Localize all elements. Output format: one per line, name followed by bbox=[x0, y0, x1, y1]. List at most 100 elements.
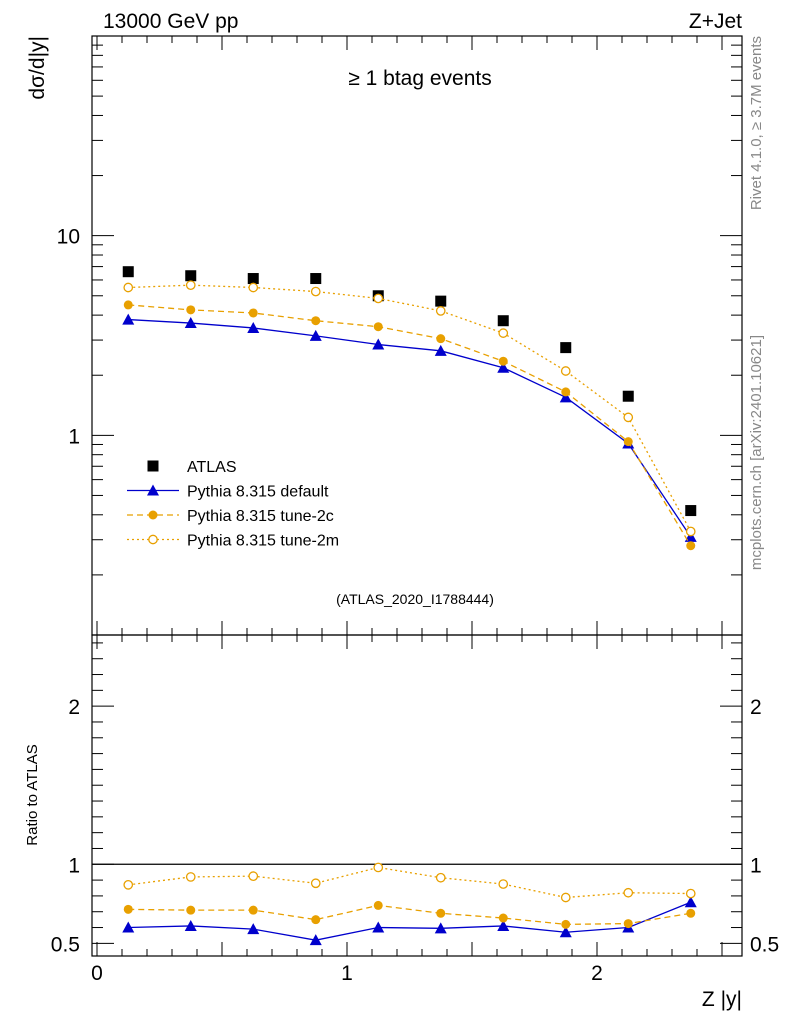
ratio-point bbox=[311, 915, 321, 925]
y-tick-label: 1 bbox=[68, 425, 80, 448]
ratio-series-line bbox=[128, 866, 691, 899]
ratio-point bbox=[122, 921, 135, 933]
ratio-series-line bbox=[128, 901, 691, 941]
data-point bbox=[560, 342, 572, 354]
x-tick-label: 1 bbox=[341, 962, 353, 985]
legend-marker bbox=[148, 534, 158, 545]
ratio-point bbox=[184, 919, 197, 931]
ratio-point bbox=[498, 879, 509, 889]
ratio-point bbox=[309, 934, 322, 946]
x-tick-label: 2 bbox=[591, 962, 603, 985]
ratio-point bbox=[247, 923, 260, 935]
mc-point bbox=[560, 366, 571, 376]
ratio-point bbox=[185, 872, 196, 882]
axis-ticks: 0 1 2 1 10 0.5 0.5 1 1 2 2 bbox=[51, 36, 779, 985]
ratio-point bbox=[310, 878, 321, 889]
mc-point bbox=[123, 282, 134, 293]
y-tick-label: 10 bbox=[57, 226, 80, 249]
mc-point bbox=[185, 280, 196, 291]
mc-point bbox=[435, 306, 446, 316]
mc-point bbox=[623, 412, 634, 423]
ratio-tick-label: 0.5 bbox=[51, 933, 80, 956]
mc-point bbox=[186, 305, 196, 315]
mc-point bbox=[434, 344, 447, 356]
ratio-point bbox=[623, 887, 634, 898]
ratio-point bbox=[684, 896, 697, 908]
mc-point bbox=[372, 338, 385, 350]
legend-marker bbox=[147, 460, 159, 472]
header-left-label: 13000 GeV pp bbox=[103, 10, 238, 33]
chart-marks bbox=[92, 266, 742, 946]
mc-point bbox=[684, 530, 697, 542]
mc-point bbox=[623, 437, 633, 447]
series-line bbox=[128, 318, 692, 538]
ratio-point bbox=[186, 905, 196, 915]
mc-point bbox=[248, 282, 259, 293]
mc-point bbox=[498, 328, 509, 338]
ratio-point bbox=[123, 904, 133, 914]
mc-point bbox=[497, 361, 510, 373]
ratio-point bbox=[248, 871, 259, 881]
ratio-point bbox=[436, 908, 446, 918]
mc-point bbox=[184, 317, 197, 329]
ratio-point bbox=[373, 862, 384, 873]
ratio-tick-label: 2 bbox=[68, 696, 80, 719]
data-point bbox=[622, 390, 634, 402]
ratio-series-line bbox=[128, 904, 691, 926]
legend-label: Pythia 8.315 default bbox=[187, 484, 329, 501]
mc-point bbox=[247, 321, 260, 333]
ratio-point bbox=[498, 913, 508, 923]
y-axis-label: dσ/d|y| bbox=[26, 36, 49, 100]
legend-marker bbox=[148, 510, 158, 520]
ratio-point bbox=[686, 908, 696, 918]
legend: ATLAS Pythia 8.315 default Pythia 8.315 tu… bbox=[127, 459, 339, 550]
ratio-point bbox=[373, 900, 383, 910]
mc-point bbox=[373, 322, 383, 332]
ratio-tick-label-right: 0.5 bbox=[750, 933, 779, 956]
mc-point bbox=[498, 356, 508, 366]
legend-label: Pythia 8.315 tune-2m bbox=[187, 533, 339, 550]
ratio-tick-label: 1 bbox=[68, 854, 80, 877]
ratio-tick-label-right: 2 bbox=[750, 696, 762, 719]
data-point bbox=[435, 295, 447, 307]
ratio-y-axis-label: Ratio to ATLAS bbox=[24, 744, 41, 845]
mc-point bbox=[248, 308, 258, 318]
ratio-point bbox=[248, 905, 258, 915]
analysis-label: (ATLAS_2020_I1788444) bbox=[336, 591, 494, 607]
mc-point bbox=[559, 391, 572, 403]
ratio-point bbox=[685, 888, 696, 899]
ratio-point bbox=[434, 922, 447, 934]
x-axis-label: Z |y| bbox=[702, 988, 742, 1011]
legend-marker bbox=[147, 484, 159, 496]
header-right-label: Z+Jet bbox=[689, 10, 742, 33]
data-point bbox=[497, 315, 509, 327]
ratio-point bbox=[372, 921, 385, 933]
data-point bbox=[185, 270, 197, 282]
mc-point bbox=[311, 316, 321, 326]
data-point bbox=[310, 273, 322, 285]
ratio-point bbox=[623, 919, 633, 929]
data-point bbox=[247, 273, 259, 285]
mc-point bbox=[436, 334, 446, 344]
mcplots-reference-label: mcplots.cern.ch [arXiv:2401.10621] bbox=[748, 335, 765, 570]
mc-point bbox=[561, 387, 571, 397]
series-line bbox=[128, 304, 692, 547]
legend-label: Pythia 8.315 tune-2c bbox=[187, 508, 334, 525]
ratio-point bbox=[123, 879, 134, 890]
mc-point bbox=[685, 526, 696, 537]
mc-point bbox=[309, 329, 322, 341]
rivet-version-label: Rivet 4.1.0, ≥ 3.7M events bbox=[748, 36, 765, 210]
mc-point bbox=[373, 293, 384, 304]
ratio-point bbox=[435, 872, 446, 883]
ratio-tick-label-right: 1 bbox=[750, 854, 762, 877]
mc-point bbox=[686, 541, 696, 551]
ratio-point bbox=[559, 926, 572, 938]
x-tick-label: 0 bbox=[91, 962, 103, 985]
ratio-point bbox=[497, 919, 510, 931]
mc-point bbox=[122, 313, 135, 325]
ratio-point bbox=[561, 919, 571, 929]
mc-point bbox=[123, 300, 133, 310]
mc-point bbox=[310, 286, 321, 297]
legend-label: ATLAS bbox=[187, 459, 237, 476]
